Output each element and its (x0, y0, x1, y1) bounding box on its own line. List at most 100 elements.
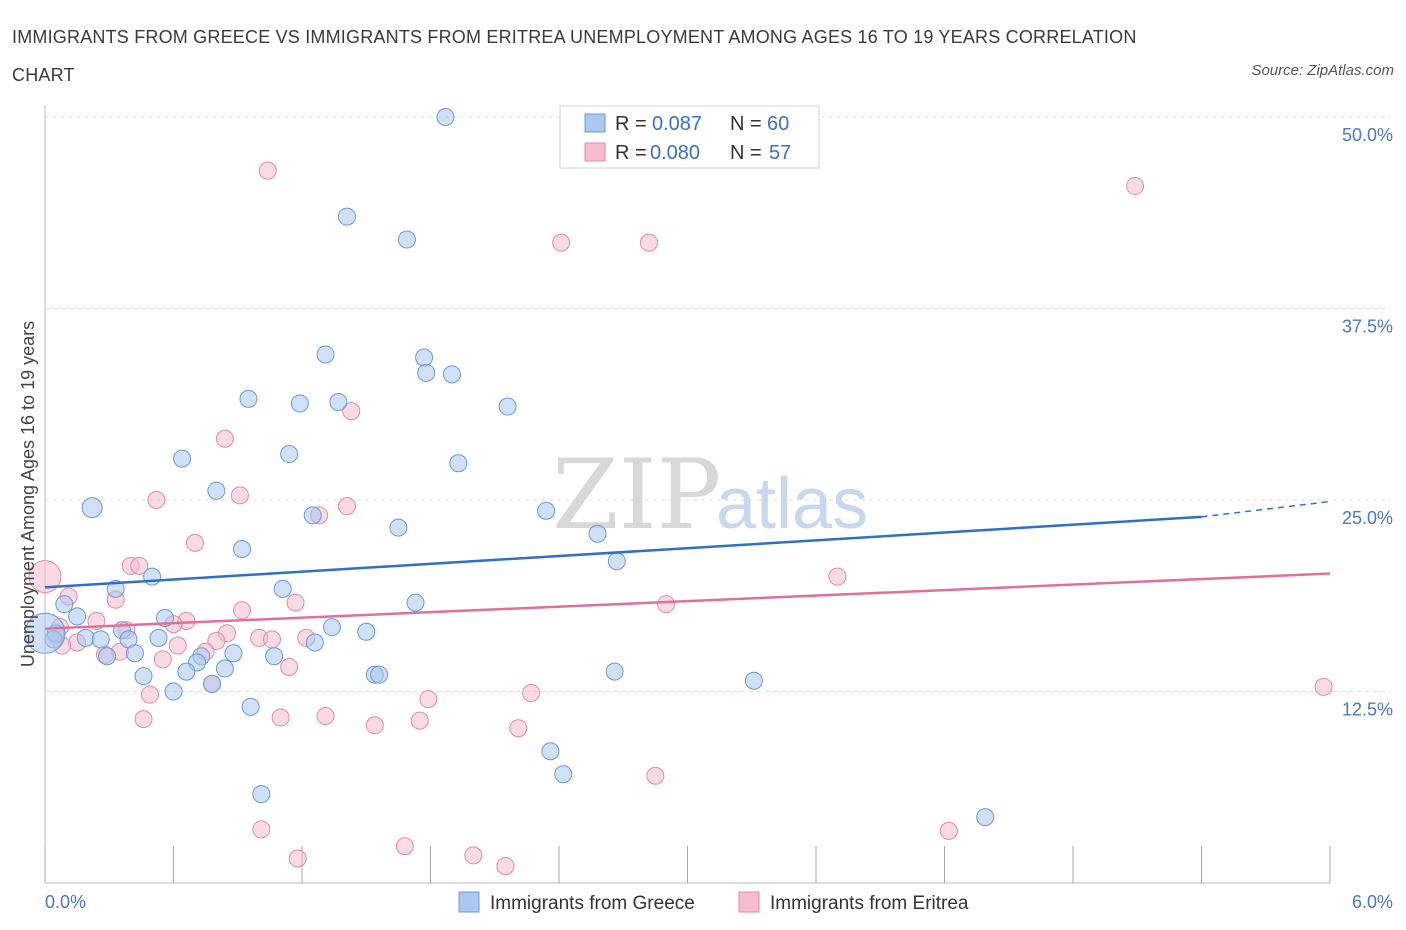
source-label: Source: ZipAtlas.com (1251, 62, 1394, 79)
eritrea-point-39 (140, 685, 159, 704)
greece-point-22 (143, 567, 162, 586)
eritrea-point-1 (1126, 176, 1145, 195)
greece-point-19 (588, 524, 607, 543)
greece-point-42 (265, 647, 284, 666)
greece-point-49 (370, 665, 389, 684)
bottom-legend-eritrea-swatch (738, 891, 760, 913)
greece-point-39 (224, 644, 243, 663)
greece-trend-line (44, 515, 1202, 589)
greece-point-35 (91, 630, 110, 649)
greece-point-4 (415, 348, 434, 367)
greece-point-2 (397, 230, 416, 249)
eritrea-point-29 (207, 631, 226, 650)
legend-greece-swatch (584, 113, 606, 133)
chart-title: IMMIGRANTS FROM GREECE VS IMMIGRANTS FRO… (12, 27, 1137, 85)
legend-eritrea-r-label: R = (615, 142, 647, 164)
eritrea-point-3 (639, 233, 658, 252)
greece-point-46 (177, 662, 196, 681)
eritrea-point-44 (271, 708, 290, 727)
greece-point-9 (329, 392, 348, 411)
bottom-legend: Immigrants from Greece Immigrants from E… (458, 891, 969, 914)
eritrea-point-54 (464, 846, 483, 865)
eritrea-point-7 (230, 486, 249, 505)
greece-point-54 (241, 697, 260, 716)
greece-trend-extension (1201, 500, 1331, 518)
greece-point-25 (55, 595, 74, 614)
greece-point-23 (106, 579, 125, 598)
greece-point-59 (24, 612, 66, 654)
eritrea-point-4 (342, 402, 361, 421)
greece-point-0 (436, 108, 455, 126)
greece-point-17 (537, 501, 556, 520)
eritrea-point-14 (828, 567, 847, 586)
greece-point-8 (290, 394, 309, 413)
greece-point-47 (134, 667, 153, 686)
greece-point-27 (68, 607, 87, 626)
greece-point-5 (417, 363, 436, 382)
greece-points (24, 108, 995, 827)
eritrea-point-2 (552, 233, 571, 252)
greece-point-11 (173, 449, 192, 468)
eritrea-point-55 (496, 857, 515, 876)
eritrea-point-40 (419, 690, 438, 709)
greece-point-55 (541, 742, 560, 761)
x-tick-labels: 0.0% 6.0% (45, 892, 1393, 912)
watermark-atlas: atlas (716, 464, 868, 544)
watermark-zip: ZIP (552, 439, 721, 551)
greece-point-56 (554, 765, 573, 784)
eritrea-point-52 (395, 837, 414, 856)
eritrea-point-43 (134, 710, 153, 729)
eritrea-point-6 (147, 491, 166, 509)
greece-point-57 (252, 785, 271, 804)
greece-point-7 (239, 389, 258, 408)
greece-point-51 (203, 674, 222, 693)
greece-point-20 (233, 540, 252, 559)
watermark: ZIP atlas (552, 439, 868, 551)
greece-point-52 (164, 682, 183, 701)
greece-point-16 (303, 506, 322, 525)
legend-eritrea-n-label: N = (730, 142, 762, 164)
greece-point-24 (273, 579, 292, 598)
legend-greece-n-value: 60 (767, 113, 789, 135)
axes (44, 105, 1331, 884)
eritrea-point-48 (509, 719, 528, 738)
greece-point-40 (125, 644, 144, 663)
greece-point-10 (498, 397, 517, 416)
eritrea-point-10 (185, 533, 204, 552)
y-tick-label-2: 37.5% (1342, 317, 1393, 337)
legend-box: R = 0.087 N = 60 R = 0.080 N = 57 (559, 105, 820, 169)
greece-point-15 (81, 497, 103, 519)
eritrea-point-37 (280, 657, 299, 676)
legend-greece-r-label: R = (615, 113, 647, 135)
eritrea-point-17 (657, 595, 676, 614)
greece-point-1 (337, 207, 356, 226)
eritrea-point-50 (252, 820, 271, 839)
bottom-legend-eritrea-label: Immigrants from Eritrea (770, 893, 969, 914)
eritrea-point-42 (1314, 677, 1333, 696)
greece-point-6 (442, 365, 461, 384)
greece-point-34 (149, 628, 168, 647)
bottom-legend-greece-label: Immigrants from Greece (490, 893, 695, 914)
eritrea-point-28 (263, 630, 282, 649)
eritrea-trend-line (44, 572, 1331, 630)
eritrea-point-19 (233, 601, 252, 620)
greece-point-45 (215, 659, 234, 678)
eritrea-point-45 (316, 707, 335, 726)
y-tick-label-3: 50.0% (1342, 125, 1393, 145)
eritrea-point-47 (410, 711, 429, 730)
y-tick-labels: 12.5% 25.0% 37.5% 50.0% (1342, 125, 1393, 720)
eritrea-point-5 (215, 429, 234, 448)
y-tick-label-0: 12.5% (1342, 700, 1393, 720)
legend-greece-r-value: 0.087 (652, 113, 702, 135)
greece-point-36 (305, 633, 324, 652)
eritrea-point-16 (286, 593, 305, 612)
eritrea-point-53 (288, 849, 307, 868)
trend-lines (44, 500, 1331, 630)
greece-point-31 (357, 622, 376, 641)
legend-greece-n-label: N = (730, 113, 762, 135)
greece-point-14 (207, 481, 226, 500)
eritrea-point-31 (168, 636, 187, 655)
eritrea-point-35 (153, 650, 172, 669)
x-tick-label-1: 6.0% (1352, 892, 1393, 912)
